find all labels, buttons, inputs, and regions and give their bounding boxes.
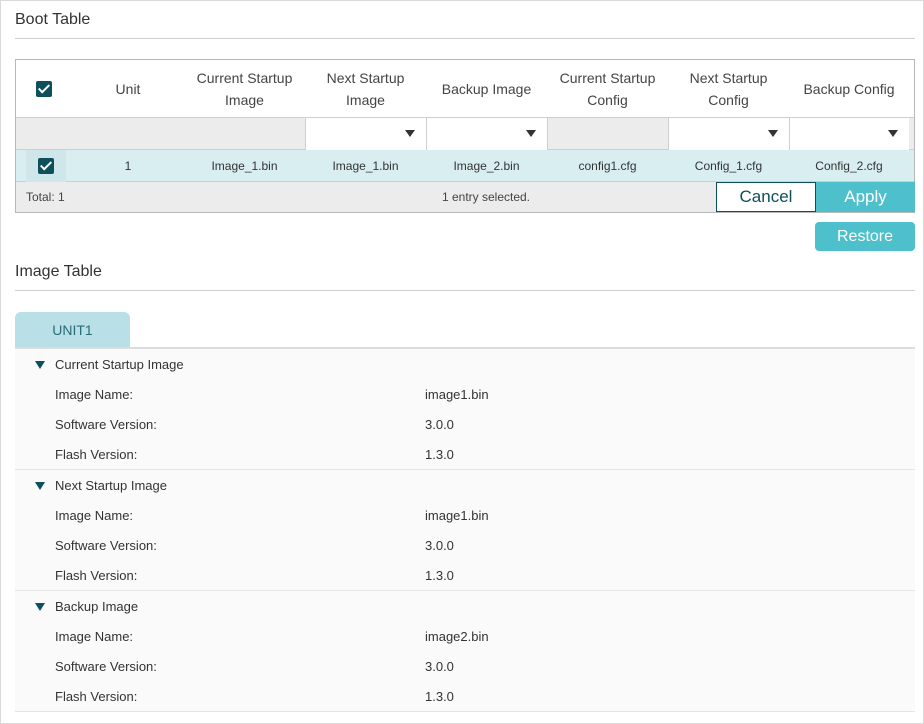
caret-down-icon [526, 130, 536, 137]
field-value: image1.bin [425, 508, 489, 523]
group-next-startup-image: Next Startup Image Image Name: image1.bi… [15, 470, 915, 591]
caret-down-icon [405, 130, 415, 137]
group-header[interactable]: Backup Image [35, 599, 138, 614]
field-value: 3.0.0 [425, 659, 454, 674]
header-backup-config[interactable]: Backup Config [803, 80, 895, 97]
backup-config-select[interactable] [789, 118, 909, 150]
boot-table-footer: Total: 1 1 entry selected. Cancel Apply [16, 182, 915, 212]
field-value: 1.3.0 [425, 568, 454, 583]
table-row[interactable]: 1 Image_1.bin Image_1.bin Image_2.bin co… [16, 149, 914, 182]
boot-table-title: Boot Table [15, 11, 91, 28]
field-label: Image Name: [55, 508, 134, 523]
cell-next-startup-image: Image_1.bin [332, 158, 399, 173]
boot-table-divider [15, 38, 915, 39]
group-header[interactable]: Next Startup Image [35, 478, 167, 493]
field-label: Flash Version: [55, 568, 138, 583]
restore-button[interactable]: Restore [815, 222, 915, 251]
cell-backup-image: Image_2.bin [453, 158, 520, 173]
header-unit[interactable]: Unit [115, 80, 141, 97]
field-value: 1.3.0 [425, 447, 454, 462]
backup-image-select[interactable] [426, 118, 547, 150]
boot-table: Unit Current Startup Image Next Startup … [15, 59, 915, 213]
row-checkbox-icon[interactable] [38, 157, 54, 174]
field-value: 3.0.0 [425, 538, 454, 553]
header-next-startup-config[interactable]: Next Startup Config [689, 69, 768, 108]
triangle-down-icon[interactable] [35, 360, 45, 369]
cancel-button[interactable]: Cancel [716, 182, 816, 212]
field-value: 3.0.0 [425, 417, 454, 432]
apply-button[interactable]: Apply [816, 182, 915, 212]
header-next-startup-image[interactable]: Next Startup Image [326, 69, 405, 108]
field-label: Flash Version: [55, 447, 138, 462]
field-label: Flash Version: [55, 689, 138, 704]
tab-unit1[interactable]: UNIT1 [15, 312, 130, 348]
header-backup-image[interactable]: Backup Image [441, 80, 532, 97]
cell-current-startup-image: Image_1.bin [211, 158, 278, 173]
cell-next-startup-config: Config_1.cfg [694, 158, 763, 173]
header-current-startup-config[interactable]: Current Startup Config [559, 69, 656, 108]
boot-table-filter-row [16, 118, 914, 150]
header-current-startup-image[interactable]: Current Startup Image [196, 69, 293, 108]
boot-table-header-row: Unit Current Startup Image Next Startup … [16, 60, 914, 118]
selection-status: 1 entry selected. [441, 190, 531, 204]
cell-unit: 1 [124, 158, 132, 173]
triangle-down-icon[interactable] [35, 602, 45, 611]
group-title: Current Startup Image [55, 357, 184, 372]
row-checkbox-wrapper[interactable] [26, 149, 66, 182]
cell-current-startup-config: config1.cfg [578, 158, 637, 173]
total-count: Total: 1 [26, 190, 65, 204]
image-table-title: Image Table [15, 263, 102, 280]
caret-down-icon [888, 130, 898, 137]
field-value: image2.bin [425, 629, 489, 644]
field-label: Image Name: [55, 629, 134, 644]
field-label: Software Version: [55, 538, 157, 553]
group-title: Backup Image [55, 599, 139, 614]
filter-blank-current-config [547, 118, 668, 149]
field-label: Software Version: [55, 417, 157, 432]
field-label: Image Name: [55, 387, 134, 402]
next-startup-image-select[interactable] [305, 118, 426, 150]
field-value: 1.3.0 [425, 689, 454, 704]
next-startup-config-select[interactable] [668, 118, 789, 150]
group-current-startup-image: Current Startup Image Image Name: image1… [15, 349, 915, 470]
triangle-down-icon[interactable] [35, 481, 45, 490]
tab-underline [15, 347, 915, 349]
caret-down-icon [768, 130, 778, 137]
field-label: Software Version: [55, 659, 157, 674]
select-all-checkbox-icon[interactable] [36, 80, 52, 97]
group-backup-image: Backup Image Image Name: image2.bin Soft… [15, 591, 915, 712]
filter-blank-unit [72, 118, 184, 149]
group-title: Next Startup Image [55, 478, 167, 493]
filter-blank-current-image [184, 118, 305, 149]
select-all-cell[interactable] [16, 60, 72, 117]
field-value: image1.bin [425, 387, 489, 402]
row-select-cell[interactable] [16, 149, 72, 182]
filter-blank [16, 118, 72, 149]
cell-backup-config: Config_2.cfg [815, 158, 883, 173]
group-header[interactable]: Current Startup Image [35, 357, 184, 372]
image-table-divider [15, 290, 915, 291]
